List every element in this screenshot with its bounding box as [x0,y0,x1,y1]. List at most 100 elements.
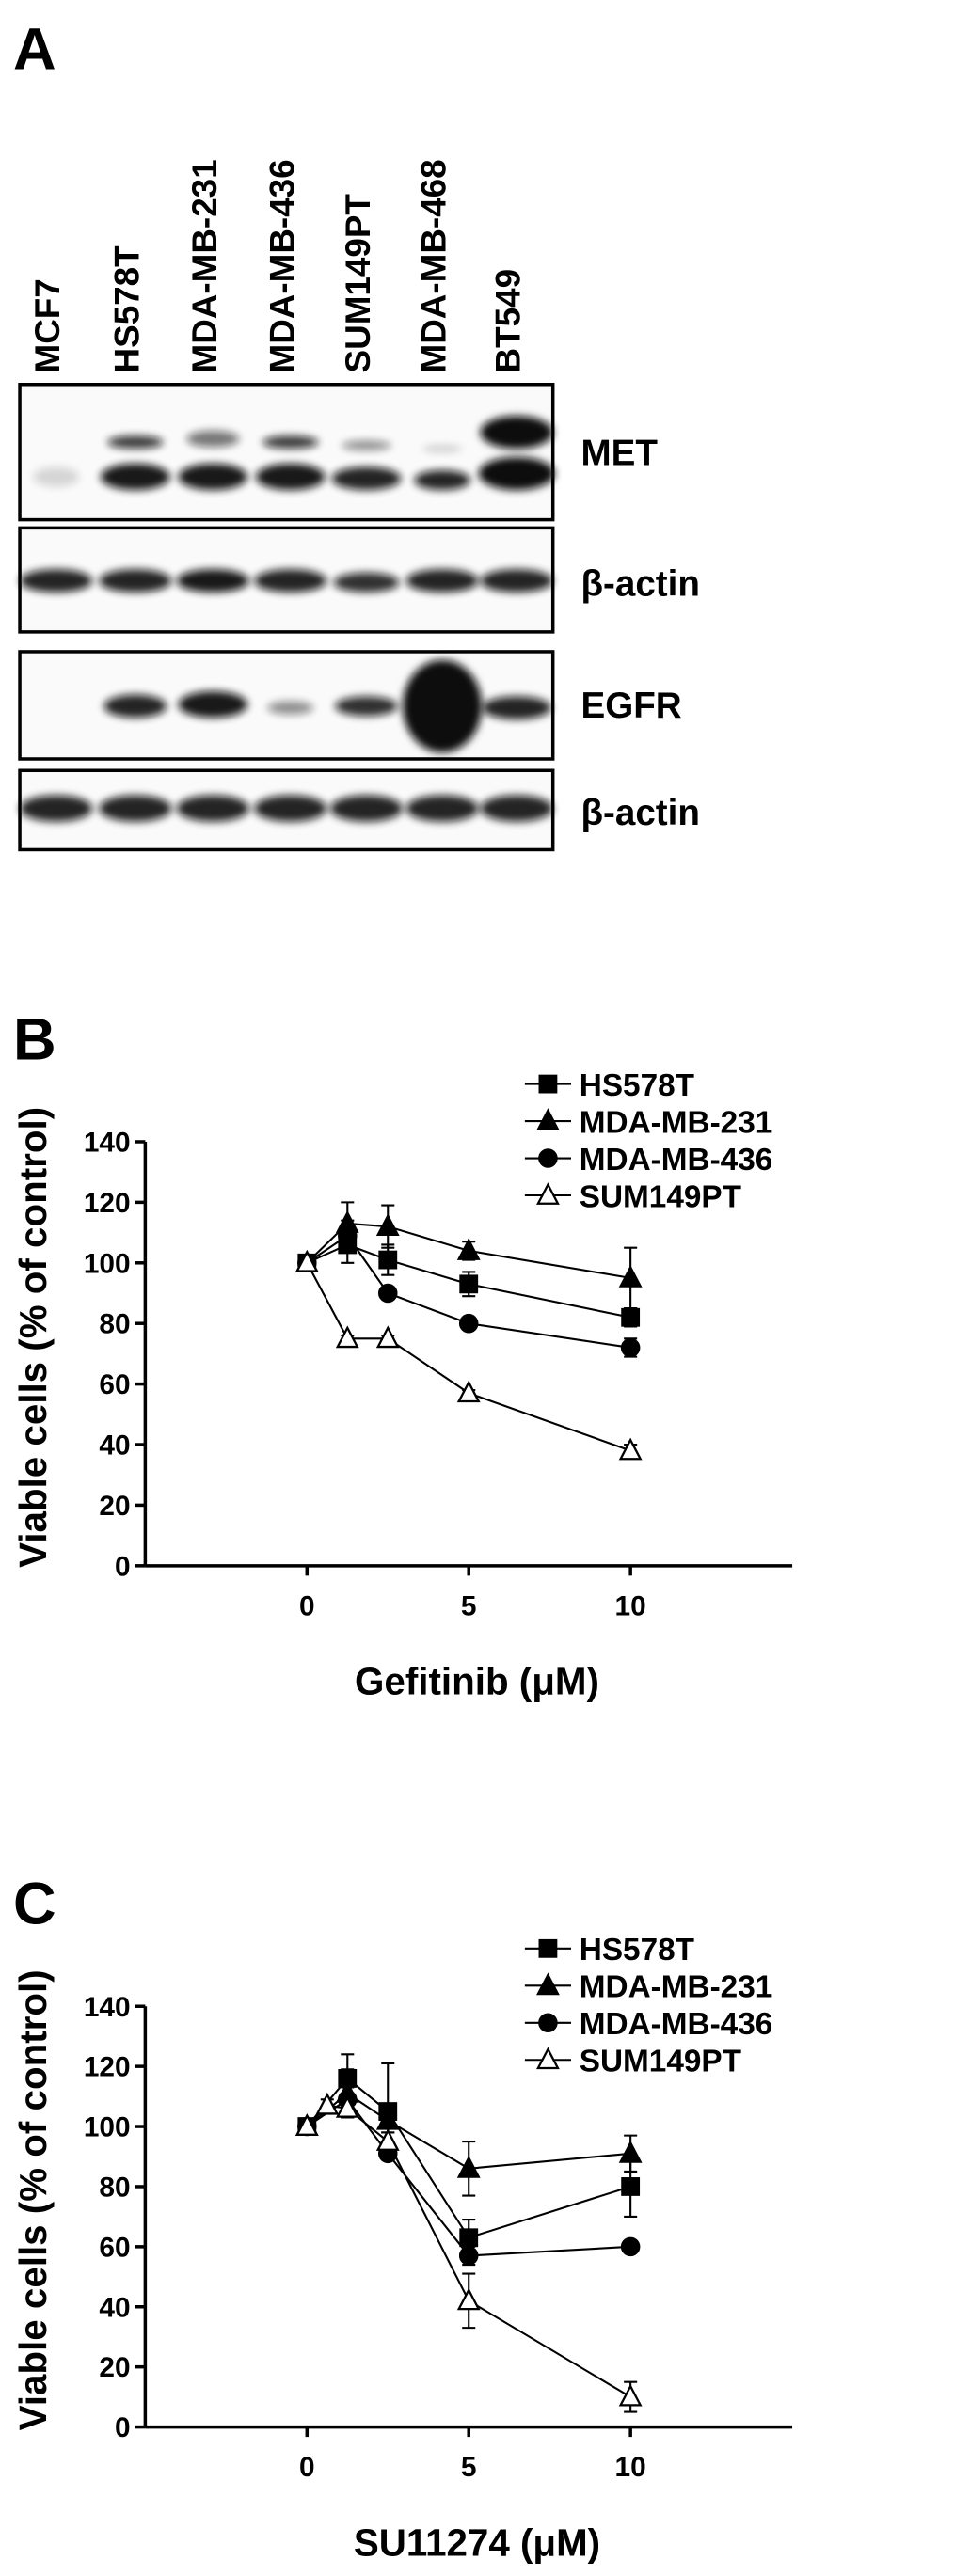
blot-band [480,795,553,822]
blot-row-label: β-actin [581,793,700,833]
y-tick-label: 60 [99,2232,130,2263]
blot-band [176,795,249,822]
marker [315,2092,340,2115]
legend-marker [538,1074,558,1094]
blot-band [405,795,479,822]
legend-label: MDA-MB-231 [580,1970,773,2005]
marker [375,1213,400,1237]
legend-marker [536,1972,560,1996]
blot-band [178,691,248,719]
marker [294,2113,319,2136]
marker [456,2287,481,2311]
blot-row-label: MET [581,434,659,474]
marker [458,1313,479,1334]
blot-band [331,466,402,491]
lane-label: BT549 [489,269,528,373]
marker [456,1238,481,1260]
y-tick-label: 100 [84,2112,131,2143]
blot-band [176,569,249,593]
blot-band [480,569,553,593]
marker [378,1250,398,1270]
x-tick-label: 0 [299,2452,315,2483]
lane-label: MDA-MB-468 [415,159,453,372]
blot-band [335,696,398,717]
panel-label: A [13,17,56,83]
blot-band [267,701,314,715]
blot-band [20,795,93,822]
blot-band [33,466,80,487]
lane-label: MDA-MB-436 [262,159,301,372]
blot-band [405,569,479,593]
marker [294,1249,319,1272]
y-tick-label: 140 [84,1128,131,1159]
marker [621,2177,641,2196]
y-tick-label: 0 [115,2412,131,2443]
marker [377,1283,398,1304]
marker [618,1437,643,1461]
blot-band [478,456,555,491]
panel-label: B [13,1006,56,1072]
legend-label: MDA-MB-436 [580,1143,773,1177]
legend-marker [538,1938,558,1958]
legend-label: SUM149PT [580,1179,741,1214]
marker [456,1380,481,1403]
marker [375,2128,400,2151]
legend-label: SUM149PT [580,2045,741,2079]
legend-label: MDA-MB-231 [580,1105,773,1140]
x-tick-label: 5 [461,2452,477,2483]
lane-label: MDA-MB-231 [185,159,224,372]
x-axis-title: Gefitinib (μM) [355,1660,599,1703]
marker [456,2155,481,2178]
y-tick-label: 60 [99,1369,130,1400]
blot-band [20,569,93,593]
y-tick-label: 140 [84,1992,131,2023]
blot-band [103,694,167,719]
y-tick-label: 20 [99,2352,130,2383]
blot-band [482,696,551,719]
blot-band [414,469,470,491]
x-axis-title: SU11274 (μM) [354,2521,600,2564]
blot-band [178,463,248,491]
blot-frame [18,382,555,522]
blot-row-label: β-actin [581,563,700,604]
panel-label: C [13,1872,56,1937]
marker [621,1307,641,1327]
y-axis-title: Viable cells (% of control) [11,1107,55,1568]
y-tick-label: 0 [115,1551,131,1582]
y-tick-label: 80 [99,2172,130,2203]
blot-band [422,445,463,452]
blot-band [255,463,326,491]
marker [620,1337,641,1358]
legend-marker [536,1182,560,1205]
blot-row-label: EGFR [581,686,682,726]
legend-marker [536,2047,560,2070]
blot-band [101,463,170,491]
legend-label: HS578T [580,1933,694,1968]
marker [459,2228,479,2248]
marker [618,2140,643,2163]
lane-label: HS578T [107,245,146,373]
x-tick-label: 10 [615,1590,646,1621]
blot-band [403,659,483,752]
legend-marker [536,1108,560,1130]
y-tick-label: 100 [84,1248,131,1279]
x-tick-label: 10 [615,2452,646,2483]
x-tick-label: 5 [461,1590,477,1621]
blot-band [99,795,172,822]
marker [335,1325,359,1349]
y-tick-label: 20 [99,1491,130,1522]
legend-marker [538,2013,558,2033]
marker [375,1325,400,1349]
blot-band [480,416,553,450]
y-axis-title: Viable cells (% of control) [11,1969,55,2430]
blot-band [333,572,400,593]
blot-band [99,569,172,593]
marker [618,1265,643,1288]
blot-band [254,795,327,822]
y-tick-label: 80 [99,1309,130,1340]
marker [335,2095,359,2118]
lane-label: SUM149PT [339,194,377,373]
blot-band [254,569,327,593]
